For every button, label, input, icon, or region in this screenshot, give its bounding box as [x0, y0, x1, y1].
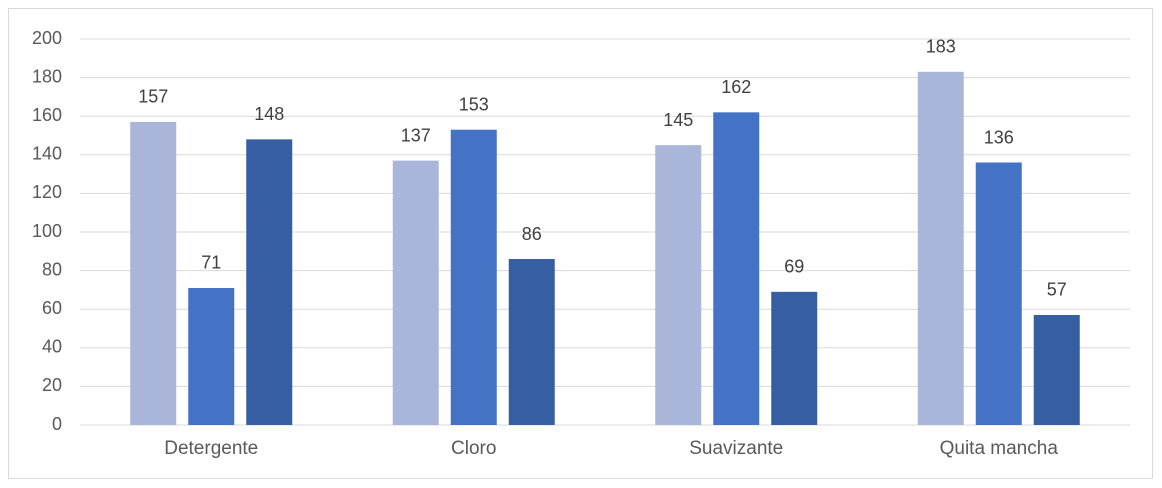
x-tick-label: Quita mancha [940, 438, 1059, 459]
data-label: 137 [401, 125, 431, 145]
data-label: 183 [926, 37, 956, 57]
data-label: 69 [784, 257, 804, 277]
data-label: 162 [721, 77, 751, 97]
bar [130, 121, 177, 426]
y-tick-label: 0 [52, 414, 62, 434]
y-tick-label: 180 [32, 66, 62, 86]
bar [508, 259, 555, 425]
bar [1033, 314, 1080, 425]
bar [450, 129, 497, 425]
y-tick-label: 80 [42, 259, 62, 279]
data-label: 145 [663, 110, 693, 130]
bar [975, 162, 1022, 425]
x-tick-label: Suavizante [689, 438, 783, 459]
y-tick-label: 60 [42, 298, 62, 318]
x-tick-label: Detergente [164, 438, 258, 459]
bar [246, 139, 293, 426]
data-label: 136 [984, 127, 1014, 147]
bar [392, 160, 439, 425]
data-label: 157 [138, 87, 168, 107]
data-label: 148 [254, 104, 284, 124]
y-tick-label: 120 [32, 182, 62, 202]
y-tick-label: 160 [32, 105, 62, 125]
bar [771, 291, 818, 425]
y-tick-label: 200 [32, 28, 62, 48]
y-tick-label: 40 [42, 337, 62, 357]
bar [655, 145, 702, 425]
y-tick-label: 20 [42, 375, 62, 395]
bar [713, 112, 760, 425]
x-tick-label: Cloro [451, 438, 496, 459]
data-label: 71 [201, 253, 221, 273]
bar [917, 71, 964, 425]
y-tick-label: 140 [32, 144, 62, 164]
bar [188, 287, 235, 425]
y-tick-label: 100 [32, 221, 62, 241]
data-label: 86 [522, 224, 542, 244]
data-label: 57 [1047, 280, 1067, 300]
data-label: 153 [459, 94, 489, 114]
